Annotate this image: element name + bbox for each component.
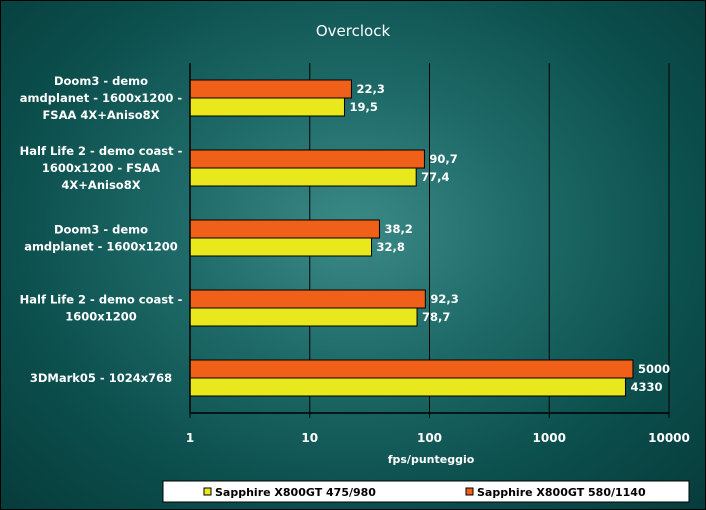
category-label: Half Life 2 - demo coast -	[20, 144, 183, 158]
x-tick-label: 10000	[648, 431, 690, 445]
data-label: 22,3	[356, 82, 384, 96]
bar-overclocked	[189, 219, 380, 239]
x-tick-label: 10	[301, 431, 318, 445]
category-label: FSAA 4X+Aniso8X	[42, 108, 159, 122]
x-tick-label: 100	[417, 431, 442, 445]
legend-swatch	[203, 487, 212, 496]
bar-stock	[189, 97, 345, 117]
legend: Sapphire X800GT 475/980 Sapphire X800GT 5…	[162, 480, 690, 503]
category-label: Doom3 - demo	[54, 223, 148, 237]
x-axis-label: fps/punteggio	[388, 453, 475, 466]
data-label: 32,8	[377, 240, 405, 254]
bar-stock	[189, 167, 417, 187]
category-label: amdplanet - 1600x1200 -	[20, 91, 183, 105]
axes	[189, 63, 670, 418]
category-label: amdplanet - 1600x1200	[24, 240, 178, 254]
bar-overclocked	[189, 149, 425, 169]
bar-stock	[189, 377, 626, 397]
data-label: 77,4	[421, 170, 449, 184]
category-label: 3DMark05 - 1024x768	[30, 371, 172, 385]
category-label: Doom3 - demo	[54, 74, 148, 88]
data-label: 90,7	[429, 152, 457, 166]
category-labels: Doom3 - demo amdplanet - 1600x1200 - FSAA …	[20, 74, 183, 385]
bar-overclocked	[189, 79, 352, 99]
category-label: 4X+Aniso8X	[61, 178, 140, 192]
bar-stock	[189, 237, 373, 257]
category-label: 1600x1200 - FSAA	[42, 161, 160, 175]
bar-stock	[189, 307, 418, 327]
category-label: Half Life 2 - demo coast -	[20, 293, 183, 307]
chart-title: Overclock	[316, 22, 391, 40]
data-label: 4330	[630, 380, 662, 394]
legend-box	[162, 480, 690, 503]
legend-swatch	[465, 487, 474, 496]
data-label: 78,7	[422, 310, 450, 324]
data-label: 38,2	[384, 222, 412, 236]
x-tick-label: 1000	[533, 431, 566, 445]
bars-group: 22,3 19,5 90,7 77,4 38,2 32,8 92,3 78,7 5000 4330	[189, 79, 670, 397]
data-label: 19,5	[349, 100, 377, 114]
data-label: 92,3	[430, 292, 458, 306]
x-tick-labels: 1 10 100 1000 10000	[186, 431, 690, 445]
x-tick-label: 1	[186, 431, 194, 445]
legend-label: Sapphire X800GT 580/1140	[477, 486, 646, 499]
legend-label: Sapphire X800GT 475/980	[215, 486, 376, 499]
bar-overclocked	[189, 359, 634, 379]
category-label: 1600x1200	[65, 310, 136, 324]
data-label: 5000	[638, 362, 670, 376]
bar-overclocked	[189, 289, 426, 309]
